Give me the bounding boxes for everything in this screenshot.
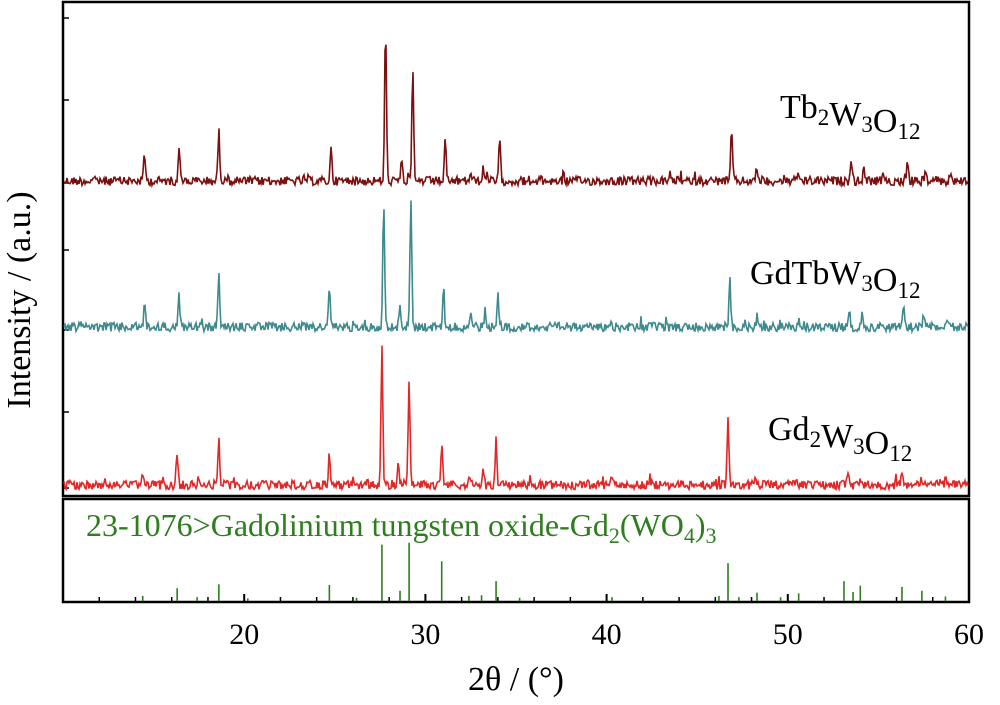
label-subscript: 12 [889,441,912,466]
label-part: O [873,103,898,140]
label-subscript: 2 [810,427,822,452]
pattern-trace-0 [63,44,969,189]
x-tick-label: 20 [229,618,259,651]
reference-label-part: 23-1076>Gadolinium tungsten oxide-Gd [86,507,609,543]
pattern-trace-1 [63,200,969,335]
label-part: Tb [780,89,818,126]
reference-label-part: 4 [684,523,695,548]
label-part: W [829,96,862,133]
series-label-2: Gd2W3O12 [768,411,912,466]
label-subscript: 12 [897,278,920,303]
label-subscript: 3 [861,271,873,296]
y-axis-label: Intensity / (a.u.) [1,191,38,408]
label-part: O [873,262,898,299]
label-part: W [821,418,854,455]
x-tick-label: 50 [773,618,803,651]
label-part: Gd [768,411,810,448]
pattern-trace-2 [63,345,969,493]
series-label-0: Tb2W3O12 [780,89,920,144]
reference-lines [141,542,947,601]
reference-label-part: (WO [620,507,684,543]
reference-plot-frame [61,497,971,604]
reference-label: 23-1076>Gadolinium tungsten oxide-Gd2(WO… [86,507,717,548]
reference-label-part: ) [695,507,706,543]
label-subscript: 2 [818,105,830,130]
series-labels: Tb2W3O12GdTbW3O12Gd2W3O1223-1076>Gadolin… [86,89,920,548]
x-tick-label: 40 [592,618,622,651]
reference-label-part: 2 [609,523,620,548]
upper-plot-frame [61,0,971,498]
x-tick-label: 60 [954,618,984,651]
label-subscript: 3 [853,434,865,459]
series-label-1: GdTbW3O12 [750,255,920,303]
reference-label-part: 3 [706,523,717,548]
label-subscript: 3 [861,112,873,137]
label-subscript: 12 [897,119,920,144]
x-ticks: 20 30 40 50 60 [98,594,984,651]
x-axis-label: 2θ / (°) [468,661,564,698]
label-part: O [865,425,890,462]
axis-frames [61,0,971,604]
label-part: GdTbW [750,255,862,292]
pattern-layer [63,44,969,493]
x-tick-label: 30 [410,618,440,651]
